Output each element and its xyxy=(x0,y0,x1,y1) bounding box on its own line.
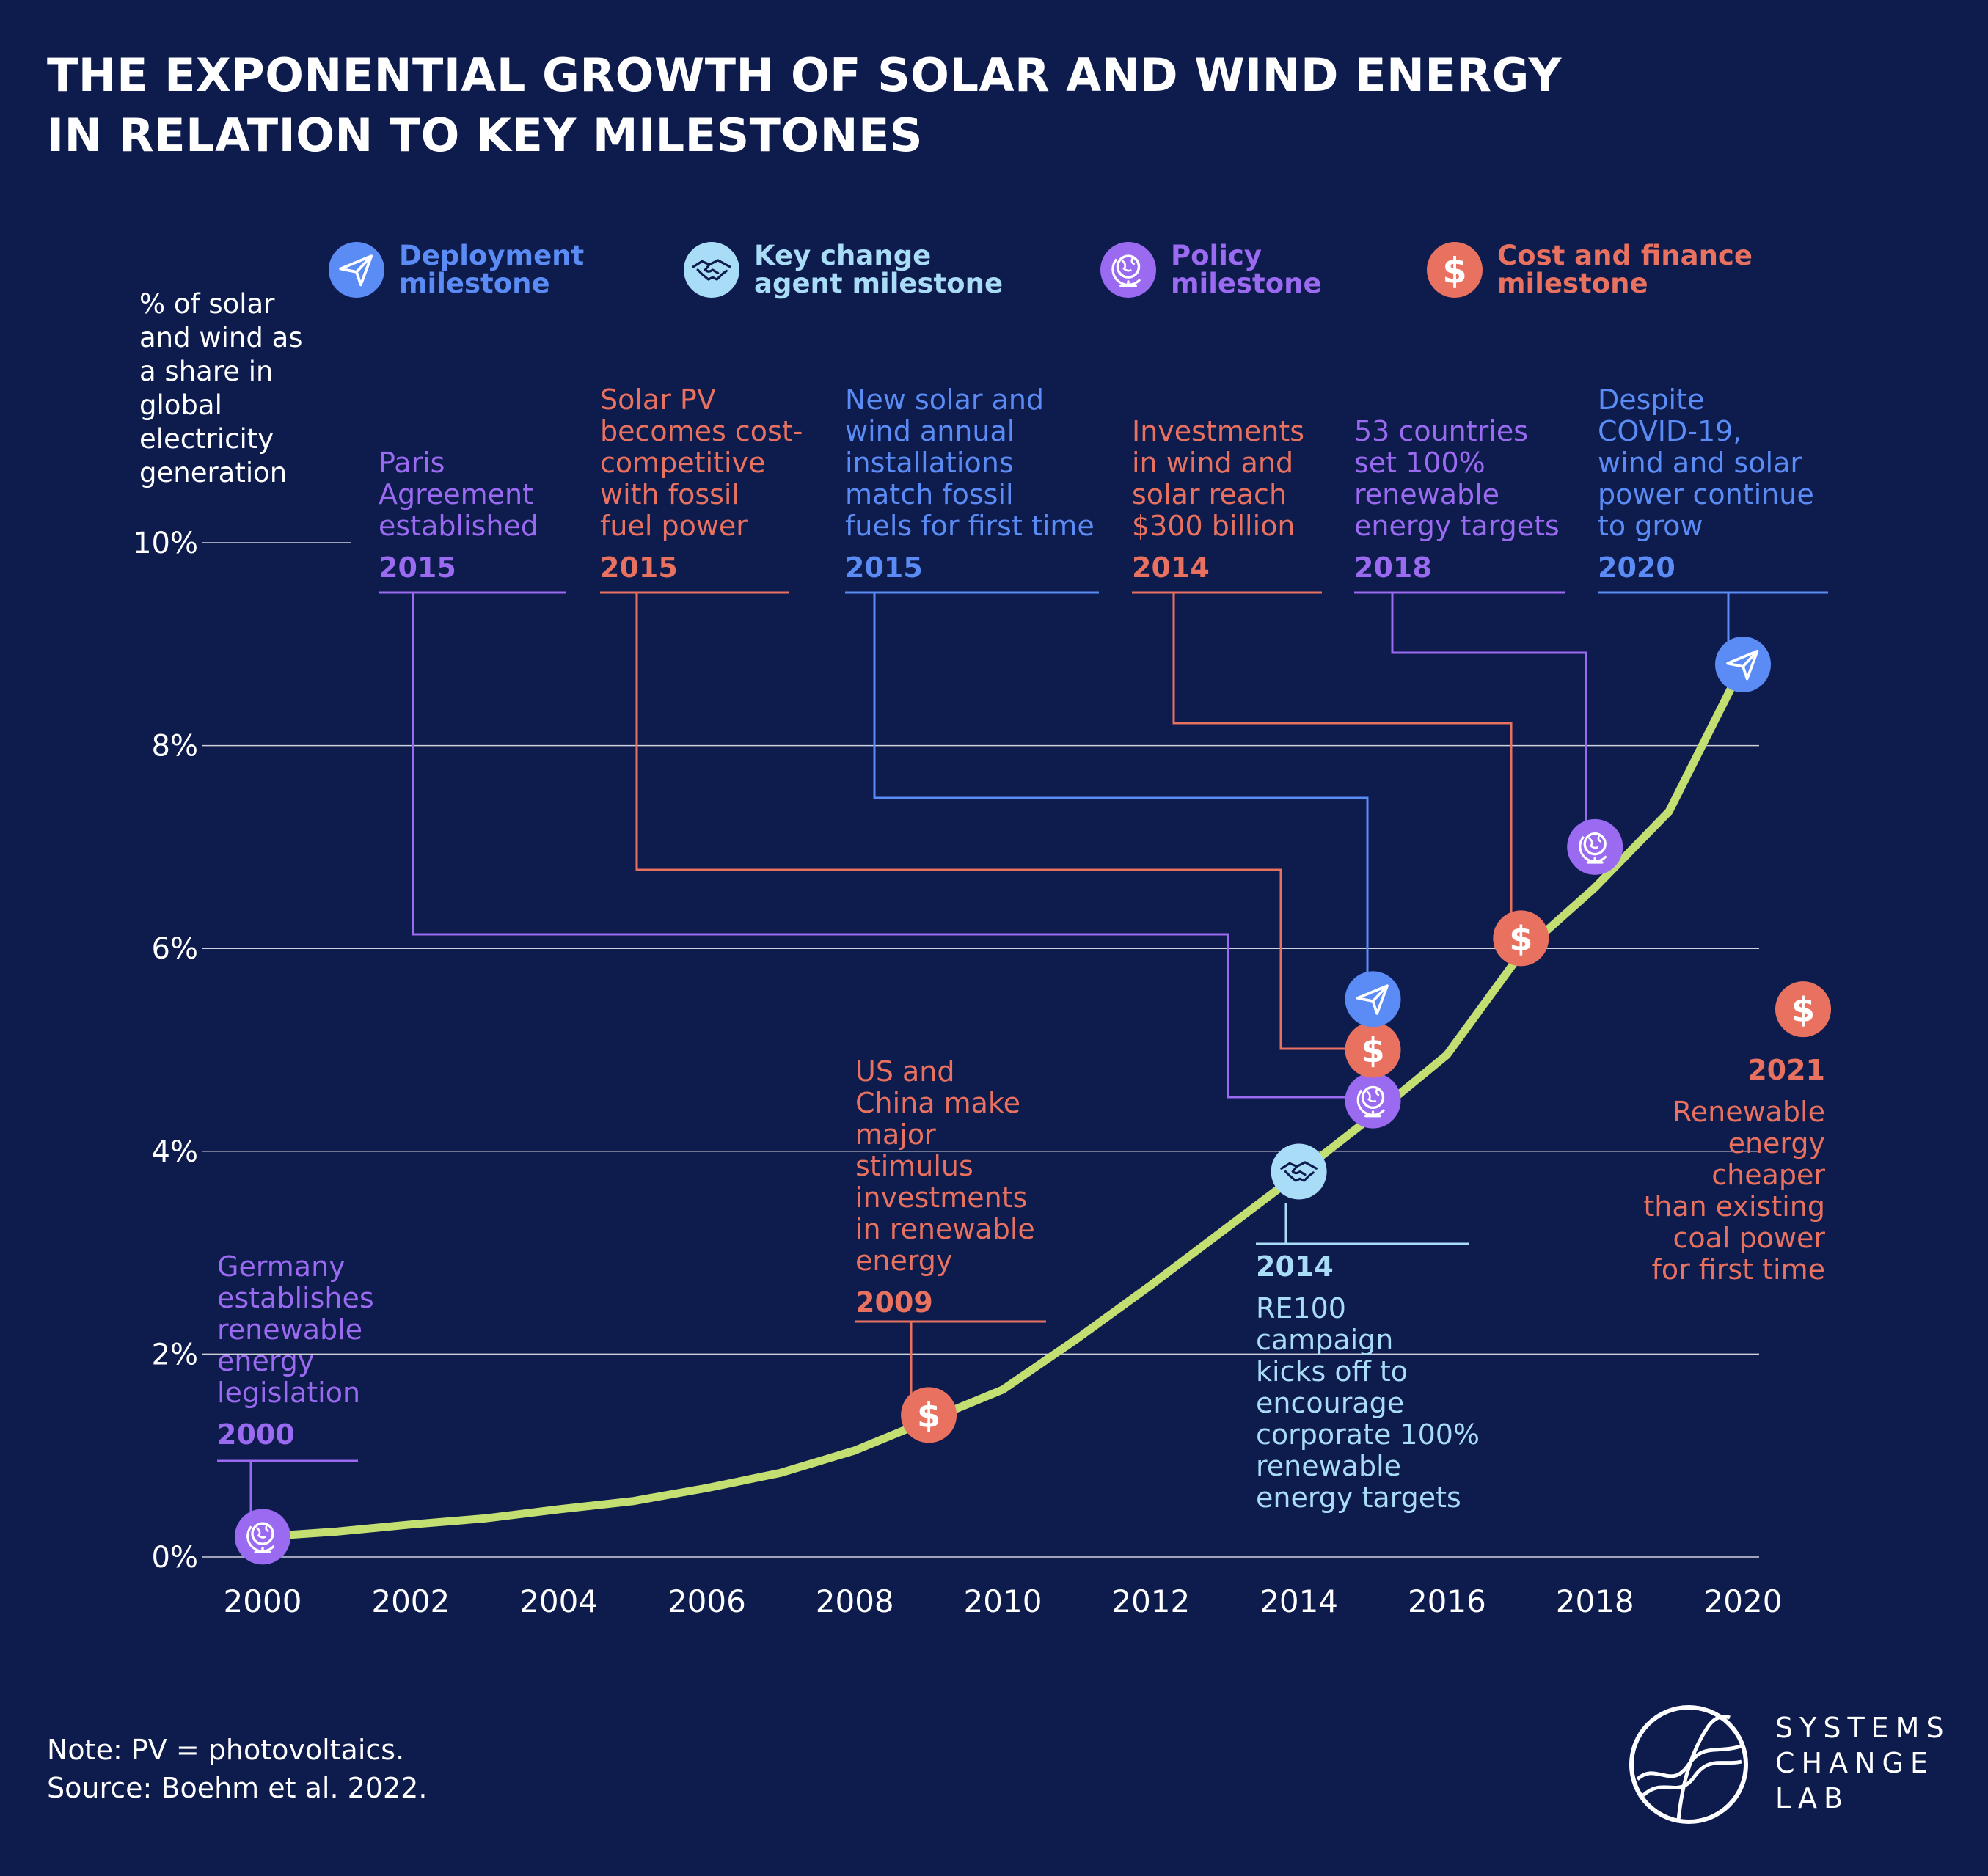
x-tick-label: 2004 xyxy=(519,1583,598,1619)
milestone-marker-circle xyxy=(1345,971,1401,1027)
milestone-marker-policy xyxy=(235,1509,290,1565)
page-title-line-1: THE EXPONENTIAL GROWTH OF SOLAR AND WIND… xyxy=(47,48,1562,102)
legend-item-policy: Policy milestone xyxy=(1100,242,1322,298)
milestone-marker-policy xyxy=(1567,818,1623,875)
page-title-line-2: IN RELATION TO KEY MILESTONES xyxy=(47,109,923,162)
legend-label: Key change xyxy=(754,240,932,271)
dollar-icon xyxy=(1427,242,1483,298)
annotation-year: 2009 xyxy=(855,1286,933,1319)
annotation-leader-line xyxy=(635,593,1373,1050)
footer: Note: PV = photovoltaics. Source: Boehm … xyxy=(47,1731,427,1807)
handshake-icon xyxy=(684,242,739,298)
globe-icon xyxy=(1100,242,1156,298)
y-tick-label: 10% xyxy=(133,527,198,560)
annotation-year: 2015 xyxy=(379,552,456,584)
milestone-marker-circle xyxy=(1715,636,1771,692)
footer-source: Source: Boehm et al. 2022. xyxy=(47,1772,428,1804)
annotation-leader-line xyxy=(1391,593,1587,851)
x-tick-label: 2002 xyxy=(371,1583,450,1619)
y-tick-label: 2% xyxy=(152,1338,198,1371)
y-tick-label: 6% xyxy=(152,932,198,966)
y-tick-label: 4% xyxy=(152,1135,198,1169)
annotation-solar-pv: Solar PV becomes cost- competitive with … xyxy=(600,384,803,584)
y-tick-label: 8% xyxy=(152,730,198,763)
annotation-new-installations: New solar and wind annual installations … xyxy=(845,384,1095,584)
legend-item-key-change: Key change agent milestone xyxy=(684,242,1003,298)
legend-label: Deployment xyxy=(399,240,585,271)
x-tick-label: 2016 xyxy=(1408,1583,1486,1619)
brand-name: SYSTEMS CHANGE LAB xyxy=(1775,1712,1951,1814)
x-tick-label: 2020 xyxy=(1704,1583,1783,1619)
annotation-year: 2020 xyxy=(1598,552,1675,584)
annotation-year: 2018 xyxy=(1354,552,1432,584)
annotation-year: 2014 xyxy=(1132,552,1210,584)
x-tick-label: 2018 xyxy=(1556,1583,1634,1619)
legend-item-cost: Cost and finance milestone xyxy=(1427,242,1753,298)
x-tick-label: 2010 xyxy=(964,1583,1042,1619)
x-tick-label: 2014 xyxy=(1260,1583,1338,1619)
annotation-year: 2000 xyxy=(217,1418,295,1451)
annotation-year: 2014 xyxy=(1256,1250,1334,1283)
milestone-marker-policy xyxy=(1345,1072,1401,1129)
legend-label: Policy xyxy=(1171,240,1262,271)
annotation-leader-line xyxy=(1172,593,1513,942)
x-tick-label: 2008 xyxy=(816,1583,894,1619)
annotation-leader-line xyxy=(412,593,1373,1099)
milestone-marker-deployment xyxy=(1715,636,1771,692)
x-tick-label: 2000 xyxy=(224,1583,302,1619)
milestone-marker-cost xyxy=(901,1387,957,1443)
annotation-leader-line xyxy=(873,593,1369,999)
share-curve xyxy=(258,660,1747,1541)
annotation-year: 2015 xyxy=(600,552,678,584)
dollar-icon xyxy=(1361,1030,1385,1071)
annotation-covid: Despite COVID-19, wind and solar power c… xyxy=(1598,384,1814,584)
annotation-us-china: US and China make major stimulus investm… xyxy=(855,1055,1035,1319)
annotation-cheaper: 2021 Renewable energy cheaper than exist… xyxy=(1643,1054,1825,1286)
milestone-marker-key_change xyxy=(1271,1143,1327,1200)
paper-plane-icon xyxy=(329,242,384,298)
annotation-year: 2021 xyxy=(1747,1054,1825,1086)
footer-note: Note: PV = photovoltaics. xyxy=(47,1734,405,1766)
milestone-marker-cost xyxy=(1775,981,1831,1038)
annotation-re100: 2014 RE100 campaign kicks off to encoura… xyxy=(1256,1250,1480,1514)
annotation-year: 2015 xyxy=(845,552,923,584)
milestone-marker-cost xyxy=(1345,1022,1401,1078)
dollar-icon xyxy=(917,1396,941,1436)
legend-label: milestone xyxy=(1171,268,1322,299)
legend-label: Cost and finance xyxy=(1497,240,1753,271)
legend-item-deployment: Deployment milestone xyxy=(329,242,584,298)
dollar-icon xyxy=(1509,919,1533,959)
y-axis-label: % of solar and wind as a share in global… xyxy=(139,288,303,488)
annotation-paris: Paris Agreement established 2015 xyxy=(379,447,538,584)
y-tick-label: 0% xyxy=(152,1541,198,1575)
dollar-icon xyxy=(1791,989,1816,1030)
page-title: THE EXPONENTIAL GROWTH OF SOLAR AND WIND… xyxy=(47,45,1734,166)
x-tick-label: 2006 xyxy=(668,1583,746,1619)
x-tick-label: 2012 xyxy=(1111,1583,1190,1619)
milestone-marker-deployment xyxy=(1345,971,1401,1027)
annotation-investments: Investments in wind and solar reach $300… xyxy=(1132,415,1305,584)
annotation-germany: Germany establishes renewable energy leg… xyxy=(217,1250,374,1451)
legend-label: milestone xyxy=(399,268,550,299)
legend-label: milestone xyxy=(1497,268,1648,299)
systems-change-lab-logo xyxy=(1629,1705,1748,1824)
annotation-countries: 53 countries set 100% renewable energy t… xyxy=(1354,415,1560,584)
milestone-marker-cost xyxy=(1493,910,1549,967)
legend-label: agent milestone xyxy=(754,268,1004,299)
